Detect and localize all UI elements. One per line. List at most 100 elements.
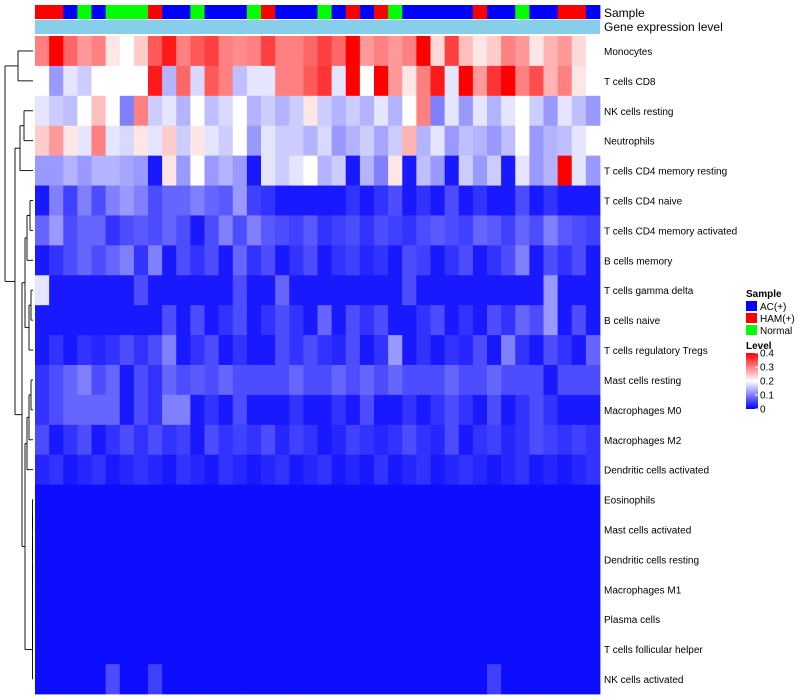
heatmap-cell — [374, 155, 389, 186]
heatmap-cell — [487, 215, 502, 246]
heatmap-cell — [529, 215, 544, 246]
heatmap-cell — [501, 394, 516, 426]
heatmap-cell — [232, 664, 248, 695]
heatmap-cell — [374, 305, 389, 336]
row-label: Dendritic cells resting — [604, 555, 699, 566]
heatmap-cell — [49, 305, 64, 336]
heatmap-cell — [472, 514, 488, 545]
heatmap-cell — [487, 95, 502, 127]
heatmap-cell — [557, 424, 573, 456]
heatmap-cell — [388, 125, 403, 157]
heatmap-cell — [557, 125, 573, 157]
heatmap-cell — [529, 245, 544, 276]
sample-cell — [585, 5, 601, 19]
legend-sample-label: HAM(+) — [760, 314, 795, 325]
heatmap-cell — [119, 604, 135, 635]
sample-cell — [529, 5, 544, 19]
sample-cell — [91, 5, 107, 19]
heatmap-cell — [388, 544, 403, 575]
heatmap-cell — [472, 36, 488, 67]
heatmap-cell — [515, 335, 530, 366]
legend-tick-label: 0.3 — [760, 363, 774, 374]
heatmap-cell — [501, 574, 516, 605]
heatmap-cell — [359, 36, 375, 67]
sample-annotation-track — [35, 5, 601, 19]
heatmap-cell — [388, 95, 403, 127]
heatmap-cell — [529, 185, 544, 216]
heatmap-cell — [359, 185, 375, 216]
heatmap-cell — [359, 95, 375, 127]
heatmap-cell — [133, 484, 149, 515]
heatmap-cell — [444, 604, 460, 635]
heatmap-cell — [133, 215, 149, 246]
heatmap-cell — [162, 36, 177, 67]
heatmap-cell — [176, 544, 191, 575]
heatmap-cell — [105, 424, 121, 456]
legend-level-title: Level — [746, 341, 772, 352]
heatmap-cell — [190, 604, 205, 635]
heatmap-cell — [176, 185, 191, 216]
heatmap-cell — [35, 604, 50, 635]
heatmap-cell — [261, 664, 276, 695]
heatmap-cell — [91, 155, 107, 186]
heatmap-cell — [416, 65, 431, 97]
heatmap-cell — [416, 155, 431, 186]
legend-sample-entries: AC(+)HAM(+)Normal — [746, 301, 795, 337]
heatmap-cell — [557, 574, 573, 605]
heatmap-cell — [472, 305, 488, 336]
heatmap-cell — [35, 275, 50, 306]
heatmap-cell — [331, 335, 347, 366]
heatmap-cell — [416, 36, 431, 67]
heatmap-cell — [388, 634, 403, 665]
heatmap-cell — [430, 95, 446, 127]
heatmap-cell — [402, 275, 417, 306]
legend-tick-label: 0.2 — [760, 377, 774, 388]
heatmap-cell — [275, 245, 290, 276]
heatmap-cell — [345, 604, 361, 635]
heatmap-cell — [557, 155, 573, 186]
heatmap-cell — [359, 335, 375, 366]
heatmap-cell — [317, 125, 333, 157]
heatmap-cell — [49, 634, 64, 665]
heatmap-cell — [571, 664, 587, 695]
heatmap-cell — [148, 36, 163, 67]
heatmap-cell — [133, 634, 149, 665]
heatmap-cell — [204, 664, 220, 695]
heatmap-cell — [190, 484, 205, 515]
heatmap-cell — [585, 454, 601, 486]
legend-tick-label: 0.4 — [760, 349, 774, 360]
heatmap-cell — [571, 245, 587, 276]
sample-cell — [275, 5, 290, 19]
heatmap-cell — [317, 155, 333, 186]
heatmap-cell — [204, 574, 220, 605]
heatmap-cell — [416, 634, 431, 665]
sample-cell — [261, 5, 276, 19]
sample-cell — [204, 5, 220, 19]
heatmap-cell — [472, 424, 488, 456]
heatmap-cell — [515, 65, 530, 97]
heatmap-cell — [571, 394, 587, 426]
heatmap-cell — [345, 125, 361, 157]
heatmap-cell — [49, 95, 64, 127]
heatmap-cell — [585, 155, 601, 186]
heatmap-cell — [388, 215, 403, 246]
heatmap-cell — [331, 215, 347, 246]
sample-cell — [359, 5, 375, 19]
heatmap-cell — [49, 544, 64, 575]
heatmap-cell — [317, 514, 333, 545]
heatmap-cell — [218, 514, 234, 545]
heatmap-cell — [402, 664, 417, 695]
heatmap-cell — [176, 604, 191, 635]
heatmap-cell — [430, 305, 446, 336]
heatmap-cell — [49, 155, 64, 186]
heatmap-cell — [190, 574, 205, 605]
heatmap-cell — [162, 424, 177, 456]
heatmap-cell — [148, 454, 163, 486]
heatmap-cell — [557, 305, 573, 336]
row-label: Macrophages M0 — [604, 406, 682, 417]
heatmap-cell — [261, 36, 276, 67]
heatmap-cell — [557, 95, 573, 127]
row-label: Macrophages M1 — [604, 585, 682, 596]
legend-sample-title: Sample — [746, 289, 782, 300]
